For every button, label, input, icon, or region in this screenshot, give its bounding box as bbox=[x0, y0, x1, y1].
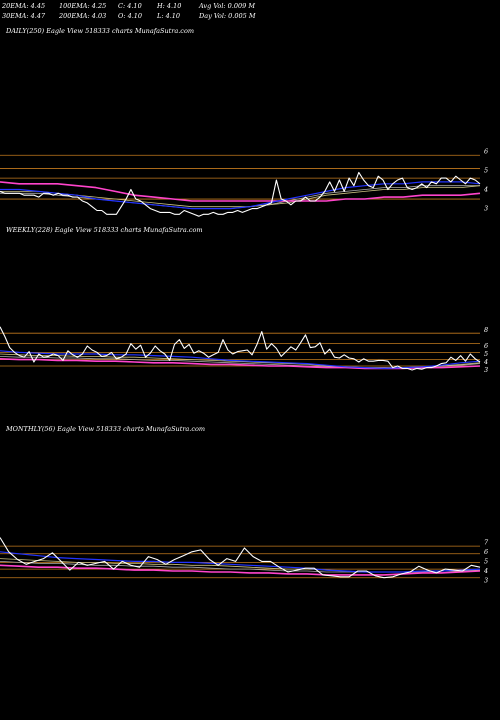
y-tick-label-3: 4 bbox=[483, 358, 488, 366]
price-line bbox=[0, 326, 481, 371]
y-tick-label-0: 8 bbox=[484, 326, 488, 334]
y-tick-label-1: 6 bbox=[484, 548, 488, 556]
stat-day-vol: Day Vol: 0.005 M bbox=[199, 12, 256, 20]
ema-blue-line bbox=[0, 551, 481, 573]
stat-100ema: 100EMA: 4.25 bbox=[59, 2, 107, 10]
stat-low: L: 4.10 bbox=[157, 12, 181, 20]
ema-pink-line bbox=[0, 358, 481, 370]
stat-high: H: 4.10 bbox=[157, 2, 182, 10]
price-line bbox=[0, 171, 481, 217]
stat-avg-vol: Avg Vol: 0.009 M bbox=[199, 2, 256, 10]
monthly-chart: 7 65 4 3 bbox=[0, 537, 489, 585]
stat-close: C: 4.10 bbox=[118, 2, 142, 10]
y-tick-label-1: 6 bbox=[484, 342, 488, 350]
y-tick-label-3: 4 bbox=[483, 567, 488, 575]
stat-200ema: 200EMA: 4.03 bbox=[59, 12, 107, 20]
ema-pink-line bbox=[0, 181, 481, 202]
monthly-panel-title: MONTHLY(56) Eagle View 518333 charts Mun… bbox=[6, 425, 206, 433]
y-tick-label-0: 7 bbox=[484, 538, 489, 546]
y-tick-label-4: 3 bbox=[484, 366, 488, 374]
daily-chart: 6 5 4 3 bbox=[0, 147, 488, 217]
y-tick-label-1: 5 bbox=[484, 166, 488, 174]
price-line bbox=[0, 537, 481, 579]
weekly-panel-title: WEEKLY(228) Eagle View 518333 charts Mun… bbox=[6, 226, 203, 234]
y-tick-label-2: 5 bbox=[484, 557, 488, 565]
ema-blue-line bbox=[0, 181, 481, 210]
y-tick-label-3: 3 bbox=[484, 205, 488, 213]
stat-open: O: 4.10 bbox=[118, 12, 143, 20]
stat-30ema: 30EMA: 4.47 bbox=[2, 12, 46, 20]
y-tick-label-2: 5 bbox=[484, 350, 488, 358]
stat-20ema: 20EMA: 4.45 bbox=[2, 2, 46, 10]
y-tick-label-0: 6 bbox=[484, 147, 488, 155]
y-tick-label-4: 3 bbox=[484, 577, 488, 585]
y-tick-label-2: 4 bbox=[483, 186, 488, 194]
daily-panel-title: DAILY(250) Eagle View 518333 charts Muna… bbox=[6, 27, 195, 35]
